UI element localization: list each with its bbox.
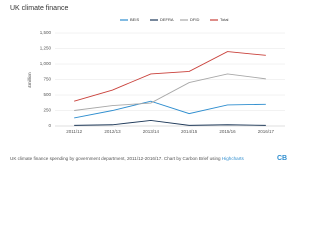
- x-tick-label: 2011/12: [66, 129, 82, 134]
- chart: UK climate finance £million 0 250 500 750 1,…: [10, 5, 285, 134]
- legend-label: DFID: [190, 17, 199, 22]
- logo: CB: [277, 155, 288, 162]
- x-tick-label: 2015/16: [219, 129, 236, 134]
- chart-title: UK climate finance: [10, 5, 68, 12]
- x-tick-label: 2014/15: [181, 129, 198, 134]
- y-tick-label: 500: [43, 92, 51, 97]
- series-line: [74, 51, 266, 102]
- y-tick-label: 1,000: [40, 61, 52, 66]
- legend-label: DEFRA: [160, 17, 174, 22]
- caption: UK climate finance spending by governmen…: [10, 156, 272, 161]
- page: UK climate finance £million 0 250 500 750 1,…: [10, 4, 288, 162]
- caption-text: UK climate finance spending by governmen…: [10, 156, 222, 161]
- x-tick-label: 2012/13: [104, 129, 121, 134]
- y-tick-label: 250: [43, 108, 51, 113]
- y-axis-label: £million: [27, 72, 32, 88]
- y-tick-label: 1,500: [40, 30, 52, 35]
- legend-label: BEIS: [130, 17, 139, 22]
- x-tick-label: 2013/14: [143, 129, 160, 134]
- series-line: [74, 73, 266, 111]
- y-tick-label: 750: [43, 77, 51, 82]
- series-line: [74, 119, 266, 126]
- x-tick-label: 2016/17: [258, 129, 275, 134]
- y-tick-label: 1,250: [40, 46, 52, 51]
- series-line: [74, 100, 266, 119]
- legend-label: Total: [220, 17, 229, 22]
- caption-link[interactable]: Highcharts: [221, 156, 244, 161]
- y-tick-label: 0: [48, 123, 51, 128]
